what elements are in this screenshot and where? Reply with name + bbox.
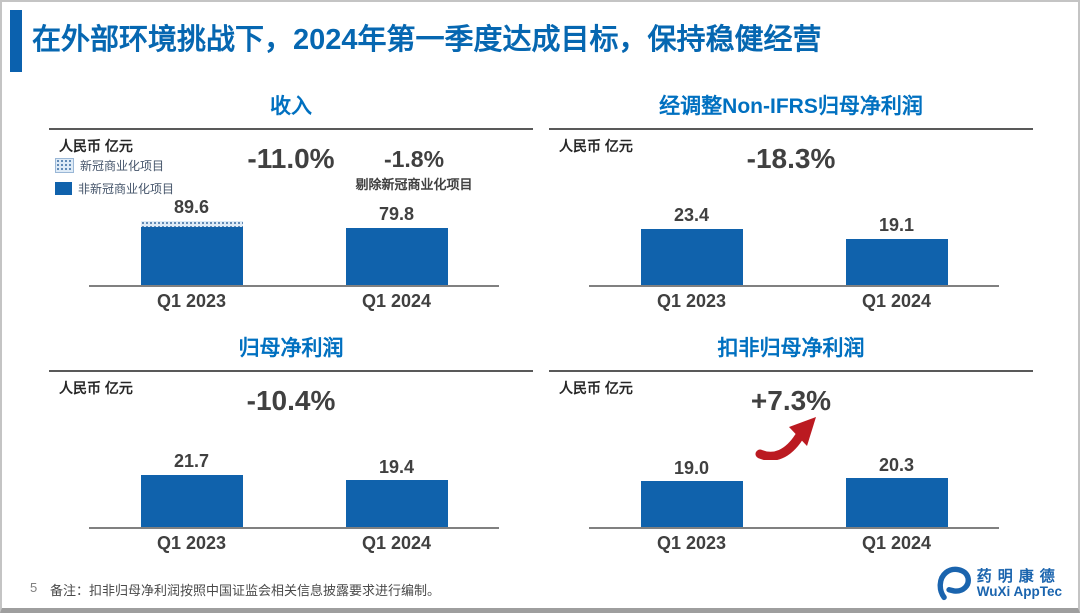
bar-group: 19.4 (294, 456, 499, 527)
bar-group: 23.4 (589, 205, 794, 285)
change-pct: -10.4% (246, 385, 336, 416)
x-axis-labels: Q1 2023 Q1 2024 (589, 533, 999, 554)
bar-value-label: 19.4 (378, 456, 415, 477)
growth-arrow-icon (755, 417, 816, 460)
x-label: Q1 2023 (156, 533, 227, 553)
chart-adjusted-non-ifrs-net-profit: 经调整Non-IFRS归母净利润 人民币 亿元 -18.3% 23.4 19.1… (549, 88, 1033, 320)
bar-value-label: 19.0 (673, 457, 710, 478)
bar-value-label: 19.1 (878, 215, 915, 236)
unit-label: 人民币 亿元 (559, 138, 633, 154)
legend-label-covid: 新冠商业化项目 (80, 159, 165, 173)
change-pct-total: -11.0% (247, 143, 335, 174)
legend-swatch-covid-icon (55, 158, 74, 173)
bar-group: 89.6 (89, 196, 294, 285)
logo-name-en: WuXi AppTec (976, 583, 1062, 599)
bar-value-label: 20.3 (878, 454, 915, 475)
logo-name-cn: 药明康德 (976, 566, 1061, 585)
change-pct-excovid-caption: 剔除新冠商业化项目 (355, 177, 473, 192)
bar-group: 21.7 (89, 451, 294, 527)
title-underline (549, 370, 1033, 372)
x-axis-labels: Q1 2023 Q1 2024 (589, 291, 999, 312)
slide-title: 在外部环境挑战下，2024年第一季度达成目标，保持稳健经营 (32, 24, 822, 56)
plot-area: 19.0 20.3 (589, 427, 999, 529)
chart-deducted-net-profit: 扣非归母净利润 人民币 亿元 +7.3% 19.0 20.3 Q1 2023 Q… (549, 330, 1033, 562)
plot-area: 89.6 79.8 (89, 185, 499, 287)
unit-label: 人民币 亿元 (559, 380, 633, 396)
legend-swatch-noncovid-icon (55, 182, 72, 195)
unit-label: 人民币 亿元 (59, 380, 133, 396)
bar-value-label: 89.6 (173, 196, 210, 217)
x-label: Q1 2024 (861, 291, 932, 311)
bar-q1-2023 (140, 220, 243, 285)
bar-q1-2024 (845, 478, 948, 527)
wuxi-apptec-mark-icon (937, 566, 971, 601)
bar-q1-2024 (845, 239, 948, 285)
bar-value-label: 79.8 (378, 203, 415, 224)
bar-value-label: 21.7 (173, 451, 210, 472)
bar-group: 19.0 (589, 457, 794, 527)
covid-segment (140, 220, 243, 227)
bar-q1-2023 (640, 481, 743, 527)
company-logo: 药明康德 WuXi AppTec (936, 565, 1062, 601)
unit-label: 人民币 亿元 (59, 138, 133, 154)
chart-title: 经调整Non-IFRS归母净利润 (659, 95, 923, 118)
bar-q1-2023 (140, 474, 243, 527)
legend-item-noncovid: 非新冠商业化项目 (55, 180, 174, 197)
chart-title: 归母净利润 (238, 337, 344, 360)
plot-area: 21.7 19.4 (89, 427, 499, 529)
title-underline (49, 128, 533, 130)
change-pct: -18.3% (746, 143, 836, 174)
bar-q1-2023 (640, 228, 743, 285)
chart-net-profit: 归母净利润 人民币 亿元 -10.4% 21.7 19.4 Q1 2023 Q1… (49, 330, 533, 562)
change-pct-excovid-block: -1.8% 剔除新冠商业化项目 (334, 146, 494, 193)
x-label: Q1 2024 (861, 533, 932, 553)
title-underline (49, 370, 533, 372)
bar-q1-2024 (345, 480, 448, 527)
legend: 新冠商业化项目 非新冠商业化项目 (55, 157, 174, 203)
bar-value-label: 23.4 (673, 205, 710, 226)
bar-group: 19.1 (794, 216, 999, 285)
x-label: Q1 2023 (656, 291, 727, 311)
change-pct: +7.3% (750, 385, 832, 416)
x-axis-labels: Q1 2023 Q1 2024 (89, 291, 499, 312)
legend-label-noncovid: 非新冠商业化项目 (78, 182, 175, 196)
plot-area: 23.4 19.1 (589, 185, 999, 287)
x-label: Q1 2024 (361, 533, 432, 553)
logo-text-block: 药明康德 WuXi AppTec (977, 567, 1062, 600)
chart-revenue: 收入 人民币 亿元 新冠商业化项目 非新冠商业化项目 -11.0% -1.8% … (49, 88, 533, 320)
title-underline (549, 128, 1033, 130)
change-pct-excovid: -1.8% (383, 146, 445, 172)
bar-q1-2024 (345, 227, 448, 285)
x-label: Q1 2023 (156, 291, 227, 311)
x-label: Q1 2024 (361, 291, 432, 311)
chart-title: 收入 (270, 95, 312, 118)
legend-item-covid: 新冠商业化项目 (55, 157, 174, 174)
bar-group: 20.3 (794, 454, 999, 527)
title-accent-bar (10, 10, 22, 72)
chart-title: 扣非归母净利润 (717, 337, 865, 360)
page-number: 5 (30, 580, 38, 595)
x-label: Q1 2023 (656, 533, 727, 553)
bar-group: 79.8 (294, 203, 499, 285)
x-axis-labels: Q1 2023 Q1 2024 (89, 533, 499, 554)
footnote: 备注：扣非归母净利润按照中国证监会相关信息披露要求进行编制。 (50, 583, 441, 598)
